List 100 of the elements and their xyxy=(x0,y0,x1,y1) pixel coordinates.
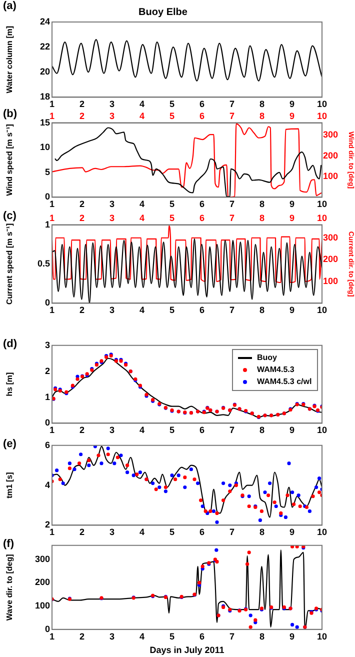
y-tick-label: 15 xyxy=(40,117,50,128)
x2-tick-label: 8 xyxy=(259,199,265,210)
x-tick-label: 10 xyxy=(316,99,328,110)
x2-tick-label: 8 xyxy=(259,212,265,223)
chart-title: Buoy Elbe xyxy=(138,6,188,18)
y-tick-label: 1 xyxy=(44,219,50,230)
text: (a) xyxy=(3,0,16,12)
x-tick-label: 5 xyxy=(169,527,175,538)
x-tick-label: 7 xyxy=(229,425,235,436)
y2-tick-label: 300 xyxy=(323,232,338,242)
y-tick-label: 5 xyxy=(44,166,50,177)
y-axis-title: hs [m] xyxy=(5,372,14,396)
x-tick-label: 7 xyxy=(229,110,235,121)
x-tick-label: 3 xyxy=(109,99,115,110)
y-tick-label: 2 xyxy=(44,520,50,530)
y2-tick-label: 200 xyxy=(323,254,338,264)
x-tick-label: 9 xyxy=(289,631,295,642)
x-tick-label: 6 xyxy=(199,425,205,436)
x-tick-label: 6 xyxy=(199,527,205,538)
x-tick-label: 7 xyxy=(229,305,235,316)
x-tick-label: 5 xyxy=(169,99,175,110)
y-tick-label: 1 xyxy=(44,392,50,402)
x-tick-label: 3 xyxy=(109,305,115,316)
x2-tick-label: 3 xyxy=(109,199,115,210)
text: (b) xyxy=(3,108,18,120)
x-tick-label: 8 xyxy=(259,99,265,110)
x-tick-label: 4 xyxy=(139,527,145,538)
x-tick-label: 4 xyxy=(139,425,145,436)
x2-tick-label: 4 xyxy=(139,212,145,223)
x-tick-label: 9 xyxy=(289,110,295,121)
legend-label: WAM4.5.3 xyxy=(257,364,294,376)
y-axis-title: Wave dir. to [deg] xyxy=(5,554,14,621)
x-tick-label: 5 xyxy=(169,425,175,436)
y-tick-label: 300 xyxy=(34,554,50,564)
legend-label: WAM4.5.3 c/wl xyxy=(257,376,312,388)
x2-tick-label: 10 xyxy=(316,212,328,223)
x-tick-label: 2 xyxy=(79,99,85,110)
y-tick-label: 4 xyxy=(44,480,50,490)
x-tick-label: 8 xyxy=(259,527,265,538)
x-tick-label: 10 xyxy=(316,110,328,121)
x-tick-label: 8 xyxy=(259,305,265,316)
x-tick-label: 9 xyxy=(289,425,295,436)
x-tick-label: 9 xyxy=(289,305,295,316)
x2-tick-label: 6 xyxy=(199,199,205,210)
y-axis-title: Current speed [m s⁻¹] xyxy=(5,223,14,305)
x-tick-label: 10 xyxy=(316,527,328,538)
x-tick-label: 9 xyxy=(289,99,295,110)
y-tick-label: 0 xyxy=(44,624,50,634)
legend-label: Buoy xyxy=(257,352,277,364)
y-tick-label: 2 xyxy=(44,366,50,376)
y-tick-label: 0 xyxy=(44,192,50,202)
text: (d) xyxy=(3,338,18,350)
y-tick-label: 200 xyxy=(34,577,50,588)
y-tick-label: 24 xyxy=(40,16,50,26)
x2-tick-label: 7 xyxy=(229,212,235,223)
x-tick-label: 6 xyxy=(199,99,205,110)
x2-tick-label: 4 xyxy=(139,199,145,210)
x-tick-label: 10 xyxy=(316,305,328,316)
text: (c) xyxy=(3,210,16,222)
y-tick-label: 0 xyxy=(44,298,50,308)
x2-tick-label: 9 xyxy=(289,212,295,223)
text: (f) xyxy=(3,538,14,550)
y-tick-label: 100 xyxy=(34,600,50,611)
x-tick-label: 7 xyxy=(229,99,235,110)
x-tick-label: 4 xyxy=(139,305,145,316)
y-axis-title: Water column [m] xyxy=(5,26,14,94)
x-tick-label: 3 xyxy=(109,425,115,436)
x-tick-label: 5 xyxy=(169,110,175,121)
y-axis-title: Wind speed [m s⁻¹] xyxy=(5,124,14,196)
x-tick-label: 4 xyxy=(139,99,145,110)
x-tick-label: 10 xyxy=(316,631,328,642)
x-tick-label: 9 xyxy=(289,527,295,538)
y-axis-title: tm1 [s] xyxy=(5,472,14,498)
y2-tick-label: 200 xyxy=(323,150,338,160)
x-tick-label: 4 xyxy=(139,631,145,642)
x-tick-label: 7 xyxy=(229,631,235,642)
x2-tick-label: 3 xyxy=(109,212,115,223)
y-tick-label: 0 xyxy=(44,418,50,428)
x-tick-label: 7 xyxy=(229,527,235,538)
x2-tick-label: 5 xyxy=(169,199,175,210)
x-axis-title: Days in July 2011 xyxy=(150,645,224,656)
y-tick-label: 3 xyxy=(44,340,50,350)
x-tick-label: 6 xyxy=(199,305,205,316)
y-tick-label: 10 xyxy=(40,142,50,152)
x-tick-label: 2 xyxy=(79,110,85,121)
y2-tick-label: 100 xyxy=(323,171,338,182)
y2-tick-label: 100 xyxy=(323,276,338,286)
x-tick-label: 4 xyxy=(139,110,145,121)
y2-tick-label: 300 xyxy=(323,130,338,140)
x2-tick-label: 10 xyxy=(316,199,328,210)
x-tick-label: 8 xyxy=(259,110,265,121)
y-tick-label: 22 xyxy=(40,42,50,52)
x-tick-label: 2 xyxy=(79,631,85,642)
x2-tick-label: 9 xyxy=(289,199,295,210)
x2-tick-label: 2 xyxy=(79,199,85,210)
x2-tick-label: 7 xyxy=(229,199,235,210)
x-tick-label: 6 xyxy=(199,631,205,642)
x-tick-label: 2 xyxy=(79,527,85,538)
x-tick-label: 8 xyxy=(259,425,265,436)
x-tick-label: 8 xyxy=(259,631,265,642)
